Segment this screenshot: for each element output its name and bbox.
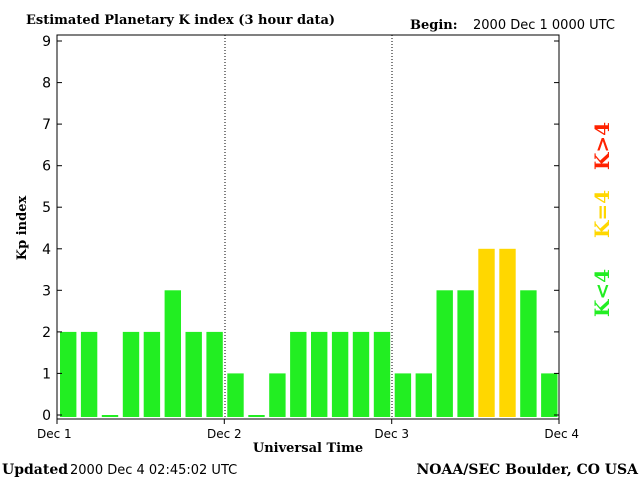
kp-bar bbox=[206, 331, 223, 417]
kp-bar bbox=[311, 331, 328, 417]
legend-low: K<4 bbox=[590, 269, 614, 317]
y-tick-label: 3 bbox=[42, 283, 51, 299]
plot-frame bbox=[56, 34, 560, 420]
kp-bar bbox=[499, 248, 516, 417]
x-tick-label: Dec 4 bbox=[544, 427, 579, 441]
y-tick-label: 6 bbox=[42, 159, 51, 175]
kp-bar bbox=[478, 248, 495, 417]
y-tick-label: 2 bbox=[42, 325, 51, 341]
kp-bar bbox=[122, 331, 140, 417]
kp-bar bbox=[269, 373, 286, 417]
kp-bar bbox=[60, 331, 77, 417]
y-tick-label: 0 bbox=[42, 408, 51, 424]
bar-group bbox=[60, 248, 558, 417]
kp-bar bbox=[290, 331, 307, 417]
legend-high: K>4 bbox=[590, 122, 614, 170]
kp-bar bbox=[185, 331, 202, 417]
y-tick-label: 9 bbox=[42, 34, 51, 50]
updated-label: Updated bbox=[2, 462, 68, 478]
kp-bar bbox=[248, 415, 265, 417]
kp-bar bbox=[143, 331, 161, 417]
y-tick-label: 8 bbox=[42, 76, 51, 92]
kp-bar bbox=[227, 373, 244, 417]
x-tick-label: Dec 2 bbox=[207, 427, 242, 441]
chart-title: Estimated Planetary K index (3 hour data… bbox=[26, 13, 335, 28]
kp-bar bbox=[394, 373, 412, 417]
kp-bar bbox=[520, 290, 537, 417]
begin-label: Begin: bbox=[410, 18, 458, 33]
y-tick-label: 7 bbox=[42, 117, 51, 133]
kp-bar bbox=[415, 373, 432, 417]
y-axis-label: Kp index bbox=[15, 196, 30, 261]
kp-bar bbox=[331, 331, 349, 417]
kp-bar bbox=[80, 331, 98, 417]
x-axis-label: Universal Time bbox=[253, 441, 363, 456]
kp-bar bbox=[101, 415, 119, 417]
credit-text: NOAA/SEC Boulder, CO USA bbox=[417, 462, 640, 478]
x-tick-label: Dec 1 bbox=[37, 427, 72, 441]
x-axis-ticks: Dec 1 Dec 2 Dec 3 Dec 4 bbox=[37, 419, 579, 441]
x-tick-label: Dec 3 bbox=[374, 427, 409, 441]
kp-bar bbox=[541, 373, 558, 417]
kp-bar bbox=[352, 331, 370, 417]
begin-value: 2000 Dec 1 0000 UTC bbox=[473, 18, 615, 33]
legend-equal: K=4 bbox=[590, 190, 614, 238]
kp-bar bbox=[164, 290, 181, 417]
y-tick-label: 5 bbox=[42, 200, 51, 216]
kp-bar bbox=[373, 331, 391, 417]
updated-value: 2000 Dec 4 02:45:02 UTC bbox=[70, 463, 237, 478]
kp-bar bbox=[436, 290, 453, 417]
y-axis-ticks: 0 1 2 3 4 5 6 7 8 9 bbox=[42, 34, 559, 424]
y-tick-label: 4 bbox=[42, 242, 51, 258]
y-tick-label: 1 bbox=[42, 366, 51, 382]
kp-bar bbox=[457, 290, 474, 417]
